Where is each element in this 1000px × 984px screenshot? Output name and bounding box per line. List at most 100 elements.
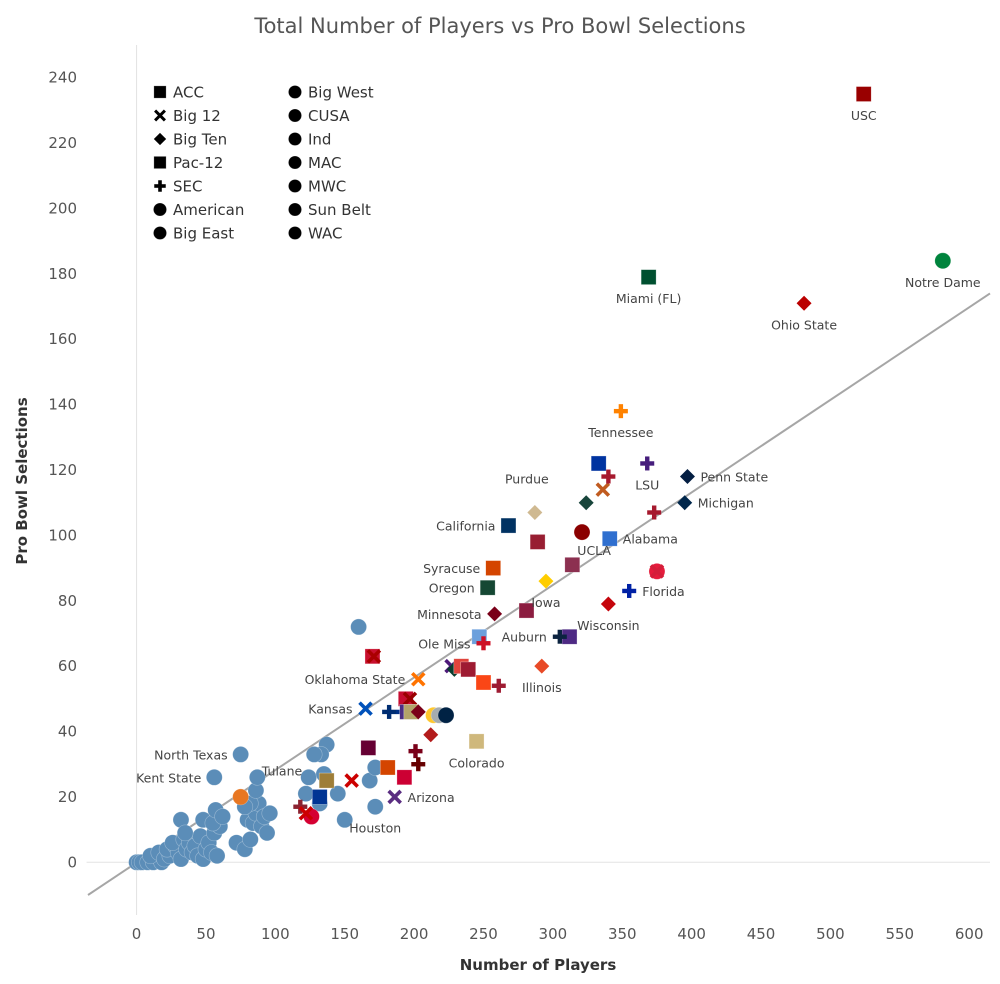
data-point: [293, 799, 308, 814]
point-label: Wisconsin: [577, 618, 639, 633]
data-point-tennessee: [613, 404, 628, 419]
legend-label: Big West: [308, 84, 374, 102]
data-point-alabama: [601, 530, 618, 547]
y-tick-label: 40: [58, 723, 77, 741]
data-point: [518, 602, 535, 619]
legend-marker: [153, 132, 167, 146]
legend-item: Big West: [288, 84, 374, 102]
data-point: [232, 788, 249, 806]
y-axis-title: Pro Bowl Selections: [13, 397, 31, 564]
y-tick-label: 100: [48, 526, 77, 544]
legend-item: Pac-12: [153, 154, 223, 172]
legend-item: Sun Belt: [288, 201, 371, 219]
data-point: [460, 661, 477, 678]
data-point: [578, 495, 594, 511]
data-point: [329, 785, 347, 802]
point-label: Iowa: [531, 595, 560, 610]
point-label: Tulane: [261, 763, 303, 778]
point-label: Oklahoma State: [305, 672, 406, 687]
data-point: [649, 564, 665, 579]
point-label: Ole Miss: [418, 636, 470, 651]
point-label: Florida: [642, 584, 685, 599]
x-tick-label: 350: [608, 925, 637, 943]
legend-marker: [288, 85, 302, 99]
point-label: Illinois: [522, 680, 562, 695]
y-tick-label: 200: [48, 199, 77, 217]
data-point: [176, 824, 194, 842]
point-label: Alabama: [623, 532, 678, 547]
x-tick-label: 150: [330, 925, 359, 943]
legend-marker: [153, 202, 167, 217]
data-point-miami-fl-: [640, 269, 657, 285]
data-point-ohio-state: [796, 295, 812, 311]
data-point: [590, 455, 607, 472]
x-tick-label: 300: [539, 925, 568, 943]
x-tick-label: 450: [747, 925, 776, 943]
data-point-purdue: [527, 505, 543, 520]
legend-marker: [288, 132, 302, 146]
data-point: [408, 744, 423, 759]
legend-item: WAC: [288, 225, 342, 243]
data-points: [128, 86, 952, 871]
y-tick-label: 180: [48, 265, 77, 283]
x-tick-label: 0: [132, 925, 142, 943]
legend-item: Big Ten: [153, 131, 227, 149]
legend-marker: [288, 202, 302, 217]
data-point: [529, 534, 546, 550]
point-label: Syracuse: [423, 561, 480, 576]
data-point: [208, 847, 226, 865]
legend-item: Big East: [153, 225, 234, 243]
legend-item: Ind: [288, 131, 331, 149]
legend-label: Big 12: [173, 107, 221, 125]
legend-label: ACC: [173, 84, 204, 102]
x-tick-label: 600: [955, 925, 984, 943]
legend-marker: [288, 226, 302, 240]
legend-label: CUSA: [308, 107, 350, 125]
point-label: California: [436, 519, 495, 534]
x-tick-label: 400: [677, 925, 706, 943]
data-point: [360, 740, 377, 756]
legend-marker: [153, 85, 167, 99]
legend-label: MWC: [308, 178, 346, 196]
data-point: [318, 772, 335, 789]
y-tick-label: 80: [58, 592, 77, 610]
data-point: [350, 618, 367, 636]
legend-label: MAC: [308, 154, 341, 172]
legend-marker: [288, 155, 302, 170]
data-point-oklahoma-state: [410, 671, 426, 687]
data-point-kansas: [358, 701, 373, 716]
x-tick-label: 50: [196, 925, 215, 943]
data-point: [248, 769, 266, 786]
legend-marker: [154, 109, 166, 122]
legend-label: WAC: [308, 225, 342, 243]
data-point-notre-dame: [934, 252, 952, 270]
data-point: [242, 831, 259, 848]
data-point: [336, 811, 354, 829]
x-axis-title: Number of Players: [460, 956, 617, 974]
data-point: [402, 691, 418, 707]
data-point-arizona: [387, 789, 402, 805]
legend-item: SEC: [154, 178, 202, 196]
y-tick-label: 20: [58, 788, 77, 806]
legend-label: Pac-12: [173, 154, 223, 172]
data-point: [261, 804, 279, 822]
legend-label: Ind: [308, 131, 331, 149]
point-label: LSU: [635, 477, 659, 492]
data-point: [595, 482, 611, 497]
point-label: Kansas: [308, 702, 352, 717]
point-label: Michigan: [698, 496, 754, 511]
data-point: [379, 759, 396, 776]
data-point: [411, 757, 426, 772]
data-point-michigan: [677, 495, 693, 511]
data-point-illinois: [534, 658, 550, 674]
legend-label: SEC: [173, 178, 202, 196]
data-point: [647, 505, 662, 520]
point-label: Purdue: [505, 472, 549, 487]
data-point-california: [500, 517, 517, 534]
data-point: [573, 523, 591, 541]
data-point-houston: [366, 798, 384, 816]
data-point-penn-state: [679, 469, 695, 485]
y-tick-label: 60: [58, 657, 77, 675]
data-point: [300, 769, 317, 786]
